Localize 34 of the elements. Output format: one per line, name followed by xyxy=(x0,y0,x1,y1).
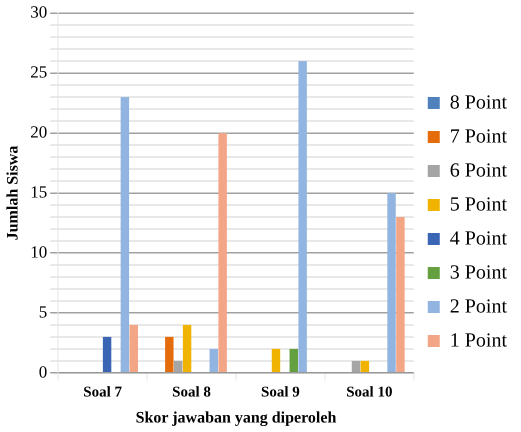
y-tick-label: 30 xyxy=(30,2,48,22)
bar xyxy=(218,133,227,372)
bar xyxy=(290,348,298,372)
bar xyxy=(182,324,192,372)
legend-label: 3 Point xyxy=(450,261,508,284)
y-axis-title: Jumlah Siswa xyxy=(4,146,22,240)
x-tick-label: Soal 8 xyxy=(172,384,211,401)
y-tick-label: 5 xyxy=(38,302,48,322)
bar xyxy=(102,336,112,372)
bar xyxy=(120,97,130,372)
bar xyxy=(396,216,405,372)
y-tick-label: 25 xyxy=(30,62,48,82)
bar xyxy=(387,193,396,372)
y-tick-label: 10 xyxy=(30,242,48,262)
x-tick-label: Soal 10 xyxy=(346,384,392,401)
bar xyxy=(298,61,307,372)
bar xyxy=(130,324,138,372)
legend-label: 2 Point xyxy=(450,295,508,318)
bar xyxy=(210,348,218,372)
legend-label: 1 Point xyxy=(450,329,508,352)
bar xyxy=(165,336,174,372)
bar xyxy=(272,348,280,372)
legend-label: 7 Point xyxy=(450,125,508,148)
x-axis-title: Skor jawaban yang diperoleh xyxy=(136,410,336,427)
legend-label: 8 Point xyxy=(450,91,508,114)
x-tick-label: Soal 7 xyxy=(83,384,123,401)
legend-label: 6 Point xyxy=(450,159,508,182)
x-tick-label: Soal 9 xyxy=(261,384,300,401)
bar xyxy=(360,360,370,372)
y-tick-label: 15 xyxy=(30,182,48,202)
y-tick-label: 20 xyxy=(30,122,48,142)
legend-label: 4 Point xyxy=(450,227,508,250)
legend-label: 5 Point xyxy=(450,193,508,216)
y-tick-label: 0 xyxy=(38,362,48,382)
